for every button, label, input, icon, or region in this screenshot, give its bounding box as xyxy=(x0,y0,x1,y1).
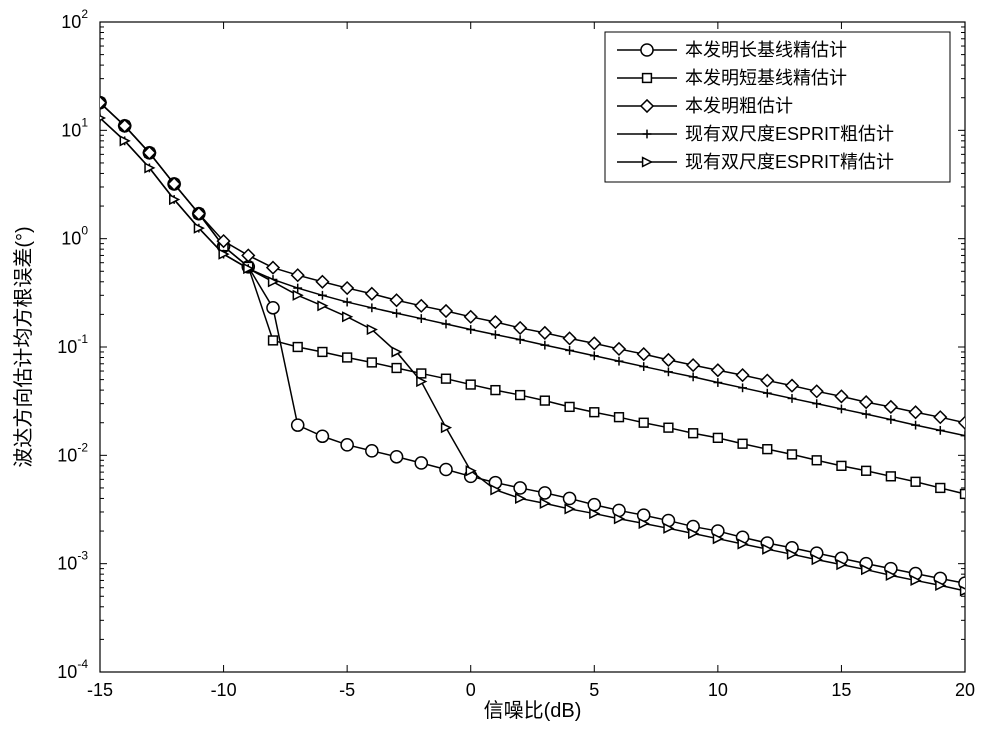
series-marker xyxy=(763,445,772,454)
series-marker xyxy=(442,374,451,383)
x-tick-label: -5 xyxy=(339,680,355,700)
series-marker xyxy=(293,343,302,352)
y-axis-label: 波达方向估计均方根误差(°) xyxy=(12,226,35,467)
x-tick-label: 0 xyxy=(466,680,476,700)
x-tick-label: -15 xyxy=(87,680,113,700)
series-marker xyxy=(936,484,945,493)
legend-label: 本发明长基线精估计 xyxy=(685,40,847,60)
series-marker xyxy=(292,419,304,431)
series-marker xyxy=(862,466,871,475)
series-marker xyxy=(590,408,599,417)
series-marker xyxy=(664,423,673,432)
series-marker xyxy=(417,369,426,378)
series-marker xyxy=(392,364,401,373)
series-marker xyxy=(788,450,797,459)
x-tick-label: 15 xyxy=(831,680,851,700)
legend-label: 现有双尺度ESPRIT精估计 xyxy=(685,152,894,172)
series-marker xyxy=(540,396,549,405)
series-marker xyxy=(565,402,574,411)
series-marker xyxy=(812,456,821,465)
series-marker xyxy=(391,451,403,463)
series-marker xyxy=(564,492,576,504)
series-marker xyxy=(713,433,722,442)
series-marker xyxy=(318,348,327,357)
series-marker xyxy=(316,430,328,442)
chart-container: -15-10-50510152010-410-310-210-110010110… xyxy=(0,0,1000,737)
series-marker xyxy=(514,482,526,494)
x-tick-label: -10 xyxy=(211,680,237,700)
series-marker xyxy=(738,439,747,448)
legend-label: 本发明粗估计 xyxy=(685,96,793,116)
x-tick-label: 5 xyxy=(589,680,599,700)
series-marker xyxy=(639,418,648,427)
legend-marker xyxy=(643,74,652,83)
legend-marker xyxy=(641,44,653,56)
series-marker xyxy=(886,472,895,481)
series-marker xyxy=(415,457,427,469)
series-marker xyxy=(539,487,551,499)
series-marker xyxy=(615,413,624,422)
series-marker xyxy=(269,336,278,345)
legend-label: 本发明短基线精估计 xyxy=(685,68,847,88)
series-marker xyxy=(343,353,352,362)
legend: 本发明长基线精估计本发明短基线精估计本发明粗估计现有双尺度ESPRIT粗估计现有… xyxy=(605,32,950,182)
series-marker xyxy=(341,439,353,451)
series-marker xyxy=(366,445,378,457)
series-marker xyxy=(367,358,376,367)
series-marker xyxy=(466,380,475,389)
series-marker xyxy=(440,463,452,475)
series-marker xyxy=(911,477,920,486)
legend-label: 现有双尺度ESPRIT粗估计 xyxy=(685,124,894,144)
series-marker xyxy=(689,429,698,438)
x-tick-label: 10 xyxy=(708,680,728,700)
series-marker xyxy=(491,386,500,395)
x-tick-label: 20 xyxy=(955,680,975,700)
series-marker xyxy=(516,391,525,400)
series-marker xyxy=(267,302,279,314)
series-marker xyxy=(837,461,846,470)
rmse-vs-snr-chart: -15-10-50510152010-410-310-210-110010110… xyxy=(0,0,1000,737)
x-axis-label: 信噪比(dB) xyxy=(484,699,582,722)
